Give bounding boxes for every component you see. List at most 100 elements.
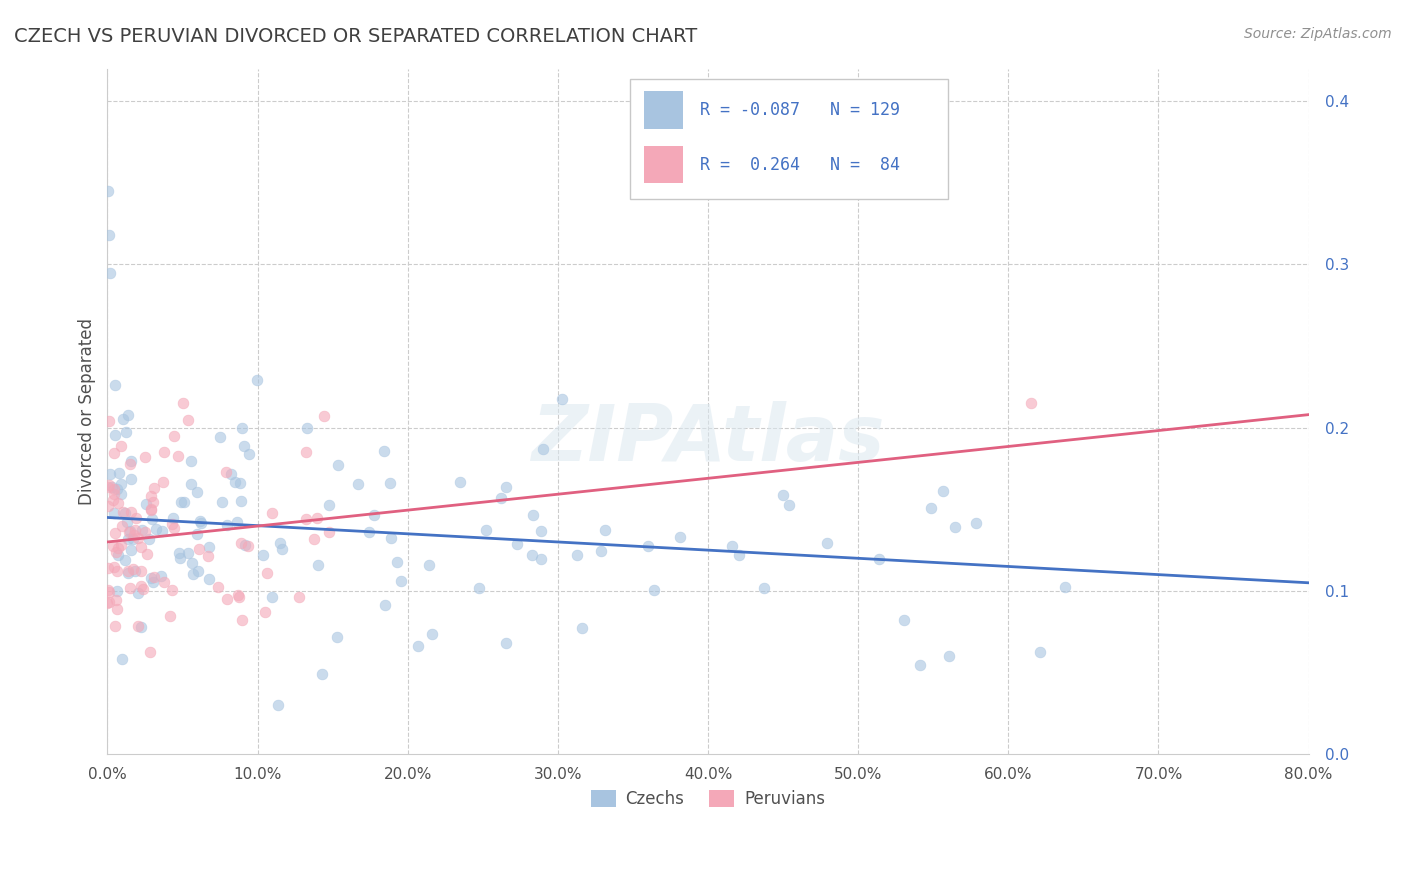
- Point: [728, 549, 751, 563]
- Point: [231, 613, 253, 627]
- Point: [489, 491, 512, 505]
- Point: [145, 522, 167, 536]
- Point: [180, 454, 202, 468]
- Point: [129, 540, 152, 554]
- Point: [1028, 645, 1050, 659]
- Point: [236, 540, 259, 554]
- Point: [97, 560, 120, 574]
- Point: [117, 408, 139, 422]
- Point: [252, 548, 274, 562]
- Point: [162, 511, 184, 525]
- Point: [418, 558, 440, 572]
- Point: [110, 538, 132, 552]
- Point: [142, 575, 165, 590]
- Point: [186, 484, 208, 499]
- Point: [103, 492, 125, 507]
- Point: [117, 532, 139, 546]
- Point: [124, 523, 146, 537]
- Point: [262, 506, 284, 520]
- Point: [565, 548, 588, 562]
- Point: [363, 508, 385, 523]
- Point: [288, 590, 311, 604]
- Point: [938, 648, 960, 663]
- Point: [153, 574, 176, 589]
- Point: [172, 396, 194, 410]
- Point: [103, 482, 125, 496]
- Point: [124, 564, 146, 578]
- Point: [1019, 396, 1042, 410]
- Point: [181, 556, 204, 570]
- Point: [97, 499, 120, 513]
- Point: [449, 475, 471, 489]
- Point: [571, 622, 593, 636]
- FancyBboxPatch shape: [630, 78, 948, 199]
- Point: [190, 514, 212, 528]
- Point: [129, 620, 152, 634]
- Point: [104, 618, 127, 632]
- Point: [150, 524, 173, 539]
- Point: [132, 582, 155, 596]
- Point: [267, 698, 290, 713]
- Point: [721, 539, 744, 553]
- Point: [246, 373, 269, 387]
- Point: [669, 530, 692, 544]
- Point: [217, 517, 239, 532]
- Point: [254, 605, 277, 619]
- Point: [120, 454, 142, 468]
- Point: [110, 487, 132, 501]
- Point: [120, 542, 142, 557]
- Point: [180, 477, 202, 491]
- Point: [228, 475, 250, 490]
- Point: [374, 598, 396, 612]
- Point: [589, 543, 612, 558]
- Bar: [644, 145, 683, 184]
- Point: [295, 421, 318, 435]
- Point: [120, 505, 142, 519]
- Point: [120, 472, 142, 486]
- Point: [98, 478, 121, 492]
- Point: [181, 567, 204, 582]
- Point: [754, 581, 776, 595]
- Point: [231, 420, 253, 434]
- Point: [188, 542, 211, 557]
- Point: [256, 566, 278, 580]
- Point: [778, 498, 800, 512]
- Point: [643, 582, 665, 597]
- Point: [163, 521, 186, 535]
- Point: [107, 496, 129, 510]
- Point: [211, 494, 233, 508]
- Point: [134, 450, 156, 464]
- Text: Source: ZipAtlas.com: Source: ZipAtlas.com: [1244, 27, 1392, 41]
- Point: [104, 428, 127, 442]
- Point: [110, 476, 132, 491]
- Point: [817, 536, 839, 550]
- Point: [127, 531, 149, 545]
- Point: [233, 538, 256, 552]
- Point: [105, 545, 128, 559]
- Point: [117, 566, 139, 581]
- Point: [318, 499, 340, 513]
- Point: [531, 442, 554, 456]
- Point: [505, 537, 527, 551]
- Point: [120, 581, 142, 595]
- Point: [134, 525, 156, 540]
- Point: [139, 490, 162, 504]
- Point: [98, 467, 121, 481]
- Point: [105, 564, 128, 578]
- Text: R = -0.087   N = 129: R = -0.087 N = 129: [700, 101, 900, 119]
- Point: [105, 482, 128, 496]
- Point: [141, 571, 163, 585]
- Point: [115, 516, 138, 530]
- Point: [160, 517, 183, 532]
- Text: CZECH VS PERUVIAN DIVORCED OR SEPARATED CORRELATION CHART: CZECH VS PERUVIAN DIVORCED OR SEPARATED …: [14, 27, 697, 45]
- Point: [105, 602, 128, 616]
- Point: [238, 448, 260, 462]
- Point: [117, 524, 139, 539]
- Point: [107, 541, 129, 555]
- Point: [129, 564, 152, 578]
- Point: [141, 503, 163, 517]
- Point: [495, 480, 517, 494]
- Point: [311, 667, 333, 681]
- Point: [197, 549, 219, 563]
- Point: [97, 184, 120, 198]
